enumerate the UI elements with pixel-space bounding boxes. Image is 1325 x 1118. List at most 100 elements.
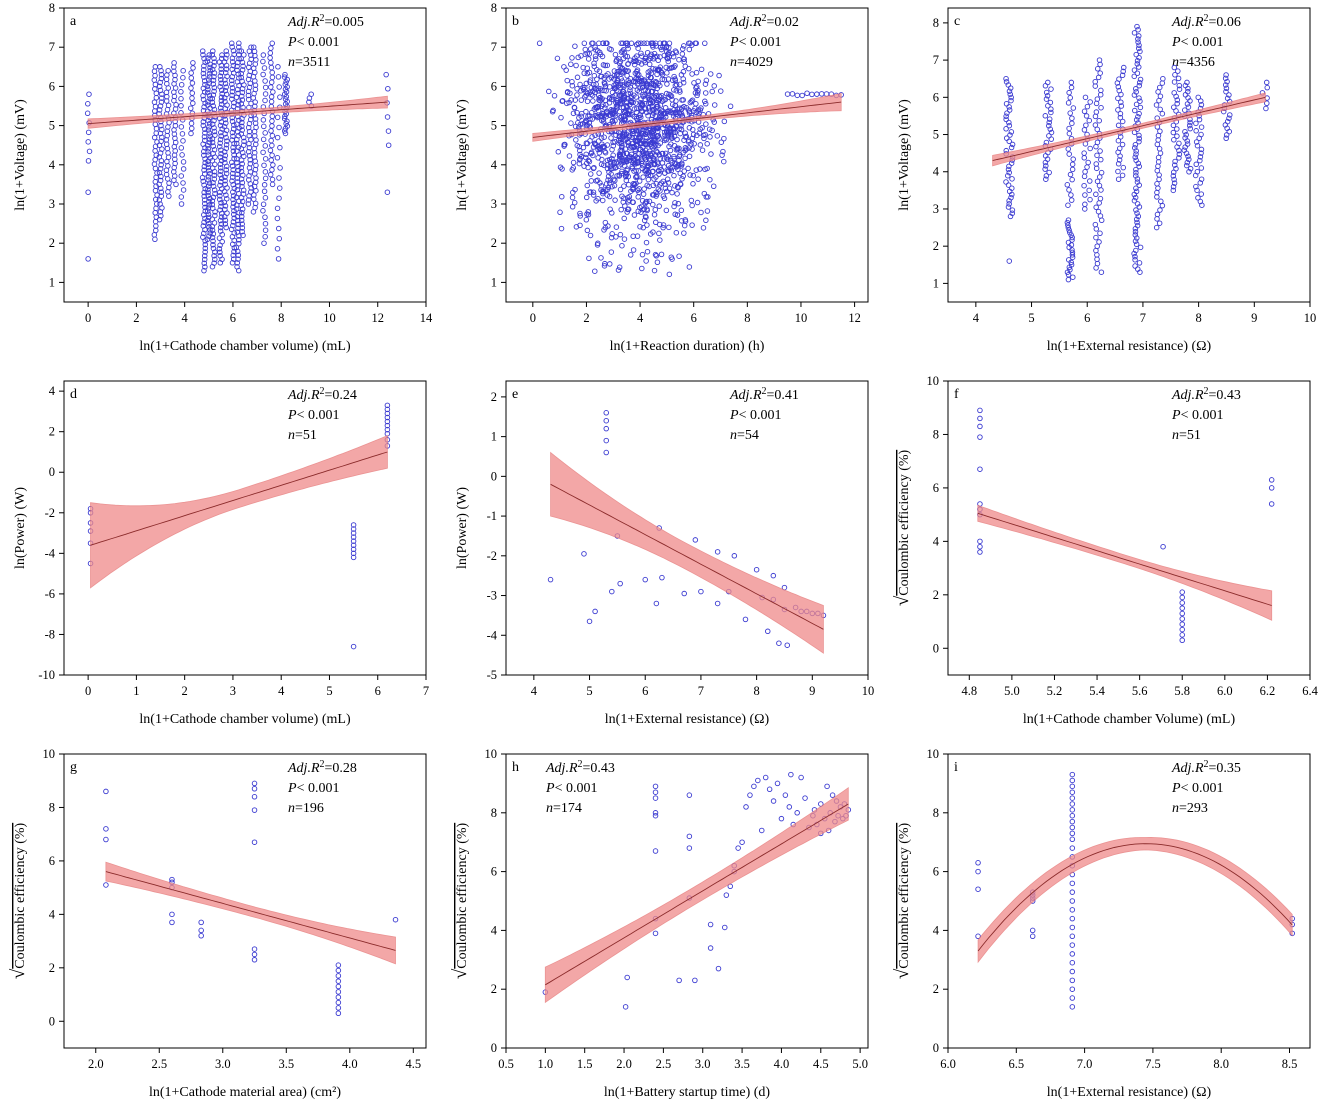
data-point bbox=[573, 137, 579, 143]
data-point bbox=[1133, 166, 1139, 173]
data-point bbox=[719, 152, 725, 158]
data-point bbox=[230, 148, 237, 154]
y-tick-label: 0 bbox=[49, 1014, 55, 1028]
data-point bbox=[618, 155, 625, 161]
data-point bbox=[570, 189, 576, 196]
data-point bbox=[1069, 942, 1076, 948]
data-point bbox=[202, 241, 209, 248]
data-point bbox=[239, 67, 246, 73]
data-point bbox=[1223, 132, 1230, 138]
data-point bbox=[275, 225, 282, 232]
panel-f: 4.8 5.0 5.2 5.4 5.6 5.8 6.0 6.2 6.4 0 2 4 6 8 10 ln(1+C… bbox=[884, 373, 1325, 745]
data-point bbox=[681, 56, 687, 62]
data-point bbox=[221, 188, 228, 195]
data-point bbox=[577, 213, 584, 219]
x-tick-label: 4 bbox=[278, 684, 285, 698]
data-point bbox=[557, 209, 563, 216]
x-axis-label: ln(1+External resistance) (Ω) bbox=[605, 712, 770, 727]
x-tick-label: 5.0 bbox=[852, 1057, 868, 1071]
data-point bbox=[1133, 101, 1140, 108]
data-point bbox=[1132, 142, 1139, 148]
data-point bbox=[1154, 194, 1160, 200]
panel-letter: e bbox=[512, 387, 518, 402]
data-point bbox=[658, 251, 665, 258]
data-point bbox=[267, 55, 273, 61]
data-point bbox=[200, 52, 206, 58]
data-point bbox=[211, 260, 217, 266]
data-point bbox=[694, 84, 700, 90]
data-point bbox=[645, 168, 652, 175]
data-point bbox=[652, 930, 659, 937]
data-point bbox=[1135, 39, 1141, 45]
data-point bbox=[210, 238, 216, 244]
panel-e: 4 5 6 7 8 9 10 -5 -4 -3 -2 -1 0 1 2 ln(1+External resis… bbox=[442, 373, 883, 745]
data-point bbox=[282, 71, 288, 78]
x-axis-label: ln(1+Cathode material area) (cm²) bbox=[149, 1085, 341, 1100]
data-point bbox=[1115, 107, 1121, 113]
data-point bbox=[644, 49, 651, 56]
data-point bbox=[189, 90, 196, 96]
data-point bbox=[188, 75, 195, 81]
data-point bbox=[583, 154, 589, 161]
data-point bbox=[1156, 220, 1163, 226]
data-point bbox=[656, 203, 663, 209]
data-point bbox=[230, 126, 237, 132]
data-point bbox=[1171, 104, 1177, 111]
data-point bbox=[217, 164, 224, 171]
data-point bbox=[217, 172, 223, 178]
data-point bbox=[1136, 82, 1143, 89]
data-point bbox=[210, 143, 216, 149]
data-point bbox=[157, 165, 164, 172]
data-point bbox=[707, 134, 713, 140]
data-point bbox=[166, 193, 172, 199]
data-point bbox=[637, 104, 644, 111]
data-point bbox=[202, 253, 208, 259]
data-point bbox=[350, 643, 357, 650]
data-point bbox=[621, 215, 627, 222]
data-point bbox=[977, 415, 983, 422]
data-point bbox=[640, 91, 646, 98]
data-point bbox=[975, 860, 981, 866]
data-point bbox=[180, 74, 186, 81]
data-point bbox=[1179, 632, 1185, 638]
data-point bbox=[1092, 221, 1099, 228]
data-point bbox=[222, 87, 229, 94]
data-point bbox=[1133, 173, 1139, 179]
data-point bbox=[598, 183, 605, 189]
data-point bbox=[268, 79, 275, 85]
plot-frame bbox=[505, 7, 869, 303]
data-point bbox=[152, 81, 159, 88]
data-point bbox=[587, 77, 594, 83]
data-point bbox=[1065, 271, 1072, 278]
data-point bbox=[179, 152, 185, 158]
data-point bbox=[245, 201, 252, 207]
data-point bbox=[593, 86, 600, 93]
data-point bbox=[221, 199, 228, 206]
data-point bbox=[223, 170, 230, 177]
data-point bbox=[574, 109, 580, 116]
data-point bbox=[698, 209, 704, 216]
data-point bbox=[222, 206, 228, 213]
data-point bbox=[694, 199, 701, 206]
data-point bbox=[693, 69, 700, 76]
data-point bbox=[668, 93, 675, 99]
data-point bbox=[657, 102, 664, 108]
data-point bbox=[668, 135, 675, 141]
y-tick-label: 8 bbox=[933, 16, 939, 30]
data-point bbox=[1065, 239, 1072, 246]
data-point bbox=[589, 40, 595, 47]
data-point bbox=[735, 845, 741, 851]
data-point bbox=[269, 69, 275, 76]
data-point bbox=[1193, 183, 1199, 190]
data-point bbox=[574, 92, 580, 98]
data-point bbox=[709, 127, 715, 134]
data-point bbox=[1092, 78, 1098, 85]
data-point bbox=[1183, 132, 1189, 138]
data-point bbox=[698, 66, 705, 73]
x-tick-label: 1.5 bbox=[577, 1057, 593, 1071]
data-point bbox=[201, 267, 207, 274]
y-axis-label: ln(1+Voltage) (mV) bbox=[455, 99, 470, 211]
data-point bbox=[618, 113, 625, 120]
data-point bbox=[602, 81, 608, 87]
data-point bbox=[1008, 129, 1015, 135]
